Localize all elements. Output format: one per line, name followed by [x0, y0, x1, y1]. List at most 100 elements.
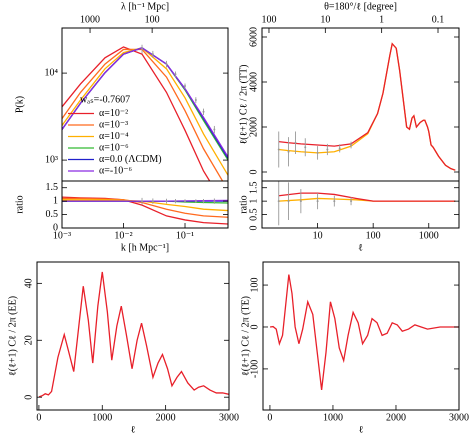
data-point — [213, 200, 216, 203]
x-tick-label: 2000 — [386, 412, 406, 423]
x-tick-label: 3000 — [219, 412, 239, 423]
y-tick-label: 0 — [23, 395, 34, 400]
plot-area — [277, 181, 456, 226]
y-tick-label: 0 — [249, 324, 260, 329]
y-axis-label: P(k) — [14, 96, 25, 113]
y-axis-label: ℓ(ℓ+1) Cℓ / 2π (TT) — [238, 64, 249, 144]
data-point — [141, 200, 144, 203]
y-axis-label: ℓ(ℓ+1) Cℓ / 2π (EE) — [7, 296, 18, 376]
x2-tick-label: 0.1 — [432, 14, 445, 25]
legend-label: α=10⁻³ — [99, 119, 128, 130]
legend-title: wₐₛ=-0.7607 — [80, 94, 130, 105]
x-tick-label: 10⁻² — [114, 230, 132, 241]
x2-tick-label: 1000 — [80, 14, 100, 25]
series-line — [269, 274, 459, 390]
data-point — [350, 200, 353, 203]
data-point — [165, 63, 168, 66]
data-point — [316, 151, 319, 154]
series-line — [278, 192, 456, 202]
y-tick-label: -100 — [249, 360, 260, 378]
data-point — [174, 73, 177, 76]
panel-frame — [261, 180, 460, 229]
y-axis-label: ratio — [14, 195, 25, 213]
y-tick-label: 0 — [248, 170, 259, 175]
x-axis-label: ℓ — [358, 242, 363, 253]
y-tick-label: 4000 — [248, 72, 259, 92]
x-tick-label: 10⁻¹ — [176, 230, 194, 241]
y-axis-label: ratio — [238, 195, 249, 213]
y-tick-label: 6000 — [248, 27, 259, 47]
x-tick-label: 1000 — [92, 412, 112, 423]
y-tick-label: 20 — [23, 335, 34, 345]
y-tick-label: 100 — [249, 278, 260, 293]
plot-area — [38, 271, 229, 398]
x-tick-label: 1000 — [419, 230, 439, 241]
y-tick-label: 1 — [53, 195, 58, 206]
data-point — [194, 99, 197, 102]
data-point — [151, 200, 154, 203]
x2-tick-label: 100 — [145, 14, 160, 25]
y-tick-label: 10³ — [45, 154, 58, 165]
data-point — [287, 150, 290, 153]
data-point — [326, 148, 329, 151]
y-axis-label: ℓ(ℓ+1) Cℓ / 2π (TE) — [240, 296, 251, 376]
data-point — [194, 200, 197, 203]
data-point — [184, 85, 187, 88]
data-point — [202, 110, 205, 113]
x2-tick-label: 100 — [261, 14, 276, 25]
x-tick-label: 0 — [267, 412, 272, 423]
x2-tick-label: 10 — [320, 14, 330, 25]
x2-tick-label: 1 — [379, 14, 384, 25]
data-point — [174, 200, 177, 203]
y-tick-label: 0 — [248, 226, 259, 231]
plot-area — [62, 196, 228, 225]
data-point — [299, 200, 302, 203]
y-tick-label: 10⁴ — [45, 67, 59, 78]
x-tick-label: 3000 — [449, 412, 469, 423]
x-tick-label: 2000 — [156, 412, 176, 423]
legend-label: α=10⁻⁶ — [99, 142, 129, 153]
data-point — [202, 200, 205, 203]
data-point — [350, 144, 353, 146]
series-line — [62, 46, 211, 181]
data-point — [213, 128, 216, 131]
data-point — [304, 146, 307, 149]
data-point — [184, 200, 187, 203]
legend-label: α=10⁻⁴ — [99, 131, 129, 142]
panel-frame — [36, 261, 230, 411]
y-tick-label: 1.5 — [46, 182, 59, 193]
data-point — [287, 200, 290, 203]
x2-axis-label: θ=180°/ℓ [degree] — [324, 1, 397, 12]
y-tick-label: 0.5 — [248, 208, 259, 221]
data-point — [151, 53, 154, 56]
plot-area — [62, 44, 228, 181]
x-tick-label: 10 — [313, 230, 323, 241]
y-tick-label: 0 — [53, 222, 58, 233]
y-tick-label: 2000 — [248, 117, 259, 137]
x-axis-label: k [h Mpc⁻¹] — [121, 242, 169, 253]
plot-area — [277, 42, 456, 171]
data-point — [141, 47, 144, 50]
legend-label: α=-10⁻⁶ — [99, 165, 132, 176]
panel-frame — [261, 27, 460, 182]
legend-label: α=0.0 (ΛCDM) — [99, 154, 162, 165]
data-point — [333, 200, 336, 203]
data-point — [277, 200, 280, 203]
data-point — [277, 148, 280, 151]
y-tick-label: 40 — [23, 278, 34, 288]
y-tick-label: 1.5 — [248, 181, 259, 194]
x2-axis-label: λ [h⁻¹ Mpc] — [121, 1, 169, 12]
panel-frame — [262, 261, 460, 411]
series-line — [38, 271, 229, 398]
series-line — [278, 42, 456, 171]
data-point — [165, 200, 168, 203]
x-axis-label: ℓ — [131, 424, 136, 435]
x-tick-label: 10⁻³ — [53, 230, 71, 241]
x-tick-label: 0 — [36, 412, 41, 423]
x-axis-label: ℓ — [359, 424, 364, 435]
y-tick-label: 1 — [248, 199, 259, 204]
x-tick-label: 1000 — [323, 412, 343, 423]
y-tick-label: 0.5 — [46, 209, 59, 220]
data-point — [338, 147, 341, 150]
